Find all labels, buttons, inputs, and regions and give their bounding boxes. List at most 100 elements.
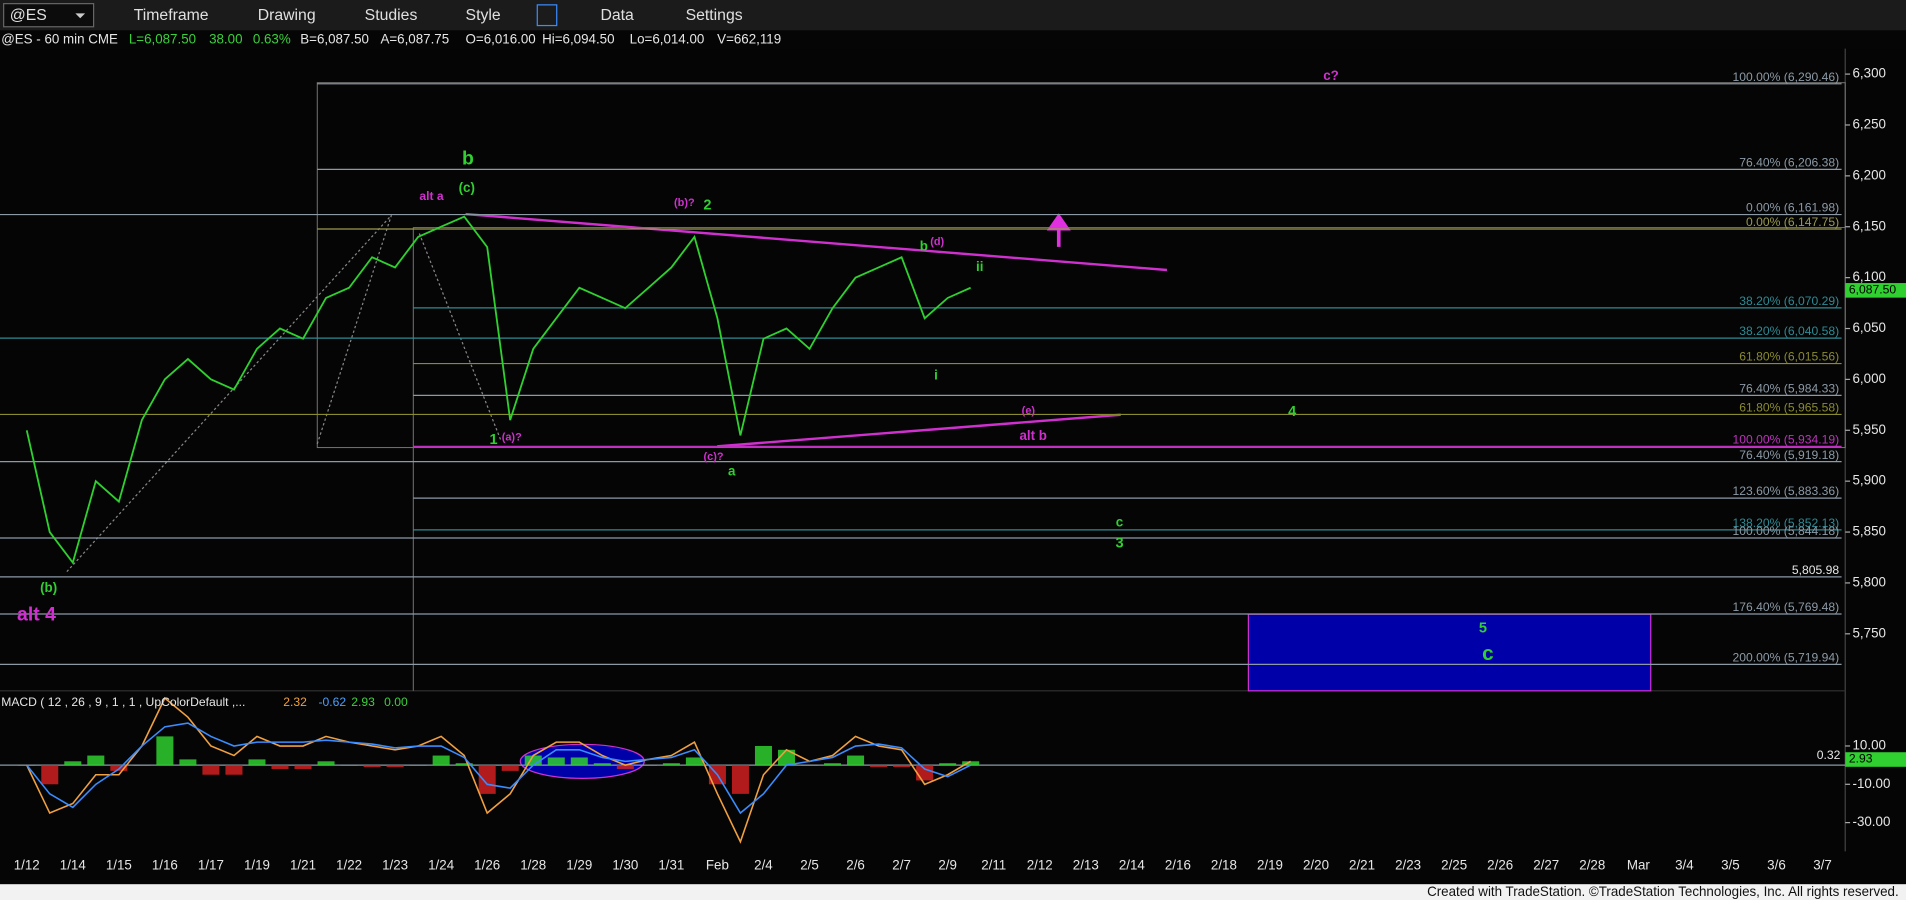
histogram-bar bbox=[639, 765, 657, 766]
wave-label: 4 bbox=[1288, 404, 1297, 420]
header-value: Hi=6,094.50 bbox=[542, 32, 614, 47]
symbol-input[interactable]: @ES bbox=[10, 7, 47, 24]
last-price-box bbox=[1845, 283, 1906, 298]
x-tick-label: 2/7 bbox=[892, 857, 911, 872]
toolbar-button[interactable]: Studies bbox=[365, 7, 418, 24]
x-tick-label: 1/21 bbox=[290, 857, 316, 872]
x-tick-label: 1/16 bbox=[152, 857, 178, 872]
wave-label: alt 4 bbox=[17, 604, 56, 626]
header-value: A=6,087.75 bbox=[380, 32, 449, 47]
histogram-bar bbox=[294, 765, 312, 769]
wave-label: 5 bbox=[1479, 621, 1487, 637]
x-tick-label: 2/27 bbox=[1533, 857, 1559, 872]
x-tick-label: 3/4 bbox=[1675, 857, 1694, 872]
x-tick-label: 2/20 bbox=[1303, 857, 1329, 872]
y-tick-label: 6,000 bbox=[1853, 371, 1886, 386]
x-tick-label: 1/28 bbox=[520, 857, 546, 872]
x-tick-label: 1/12 bbox=[14, 857, 40, 872]
histogram-bar bbox=[41, 765, 59, 785]
histogram-bar bbox=[847, 755, 865, 766]
histogram-bar bbox=[317, 761, 335, 766]
fib-label: 123.60% (5,883.36) bbox=[1733, 484, 1840, 498]
histogram-bar bbox=[570, 757, 588, 766]
histogram-bar bbox=[64, 761, 82, 766]
footer: Created with TradeStation. ©TradeStation… bbox=[1427, 884, 1899, 899]
x-tick-label: 1/22 bbox=[336, 857, 362, 872]
header-value: -0.62 bbox=[318, 695, 346, 709]
histogram-bar bbox=[893, 765, 911, 768]
x-tick-label: 2/23 bbox=[1395, 857, 1421, 872]
y-tick-label: 5,800 bbox=[1853, 574, 1886, 589]
histogram-bar bbox=[340, 765, 358, 766]
fib-label: 100.00% (5,934.19) bbox=[1733, 432, 1840, 446]
fib-frame bbox=[316, 82, 1846, 449]
x-tick-label: 2/26 bbox=[1487, 857, 1513, 872]
wave-label: b bbox=[920, 238, 928, 253]
histogram-bar bbox=[87, 755, 105, 766]
wave-label: (e) bbox=[1022, 405, 1036, 417]
histogram-bar bbox=[731, 765, 749, 794]
wave-label: 1 bbox=[489, 432, 497, 448]
histogram-bar bbox=[824, 763, 842, 766]
x-tick-label: 2/21 bbox=[1349, 857, 1375, 872]
y-tick-label: 6,300 bbox=[1853, 66, 1886, 81]
wave-label: a bbox=[728, 463, 736, 478]
x-tick-label: 1/31 bbox=[658, 857, 684, 872]
macd-title: MACD ( 12 , 26 , 9 , 1 , 1 , UpColorDefa… bbox=[1, 695, 245, 709]
header-value: L=6,087.50 bbox=[129, 32, 196, 47]
x-tick-label: 1/14 bbox=[60, 857, 87, 872]
x-tick-label: 2/12 bbox=[1027, 857, 1053, 872]
wave-label: (b) bbox=[40, 580, 57, 595]
wave-label: (a)? bbox=[502, 432, 522, 444]
fib-label: 38.20% (6,040.58) bbox=[1739, 324, 1839, 338]
x-tick-label: 1/15 bbox=[106, 857, 132, 872]
fib-label: 100.00% (5,844.18) bbox=[1733, 524, 1840, 538]
x-tick-label: 1/19 bbox=[244, 857, 270, 872]
toolbar bbox=[0, 0, 1906, 31]
toolbar-button[interactable]: Drawing bbox=[258, 7, 316, 24]
toolbar-button[interactable]: Timeframe bbox=[134, 7, 209, 24]
histogram-bar bbox=[432, 755, 450, 766]
y-tick-label: 6,150 bbox=[1853, 218, 1886, 233]
target-box bbox=[1247, 613, 1652, 692]
y-tick-label: 5,900 bbox=[1853, 473, 1886, 488]
header-value: B=6,087.50 bbox=[300, 32, 369, 47]
toolbar-button[interactable]: Style bbox=[466, 7, 501, 24]
y-tick-label: 10.00 bbox=[1853, 738, 1886, 753]
triangle-line bbox=[465, 212, 1168, 272]
wave-label: (c)? bbox=[704, 451, 724, 463]
histogram-bar bbox=[202, 765, 220, 775]
fib-label: 76.40% (5,984.33) bbox=[1739, 381, 1839, 395]
layout-button[interactable] bbox=[536, 4, 558, 27]
x-tick-label: 2/4 bbox=[754, 857, 773, 872]
histogram-bar bbox=[133, 765, 151, 766]
macd-line bbox=[26, 722, 971, 815]
symbol-box[interactable] bbox=[3, 3, 95, 28]
histogram-bar bbox=[271, 765, 289, 769]
toolbar-button[interactable]: Settings bbox=[686, 7, 743, 24]
fib-label: 76.40% (5,919.18) bbox=[1739, 448, 1839, 462]
histogram-bar bbox=[547, 757, 565, 766]
histogram-bar bbox=[685, 757, 703, 766]
histogram-bar bbox=[478, 765, 496, 794]
fib-label: 100.00% (6,290.46) bbox=[1733, 70, 1840, 84]
fib-label: 176.40% (5,769.48) bbox=[1733, 600, 1840, 614]
header-value: Lo=6,014.00 bbox=[630, 32, 705, 47]
wave-label: 2 bbox=[703, 197, 711, 213]
wave-label: b bbox=[462, 147, 474, 169]
fib-label: 5,805.98 bbox=[1792, 563, 1839, 577]
dashed-trend bbox=[316, 215, 392, 445]
y-tick-label: 5,850 bbox=[1853, 524, 1886, 539]
x-tick-label: 2/18 bbox=[1211, 857, 1237, 872]
y-tick-label: -30.00 bbox=[1853, 814, 1891, 829]
dashed-trend bbox=[418, 233, 502, 441]
header-value: 0.00 bbox=[384, 695, 408, 709]
last-price-label: 6,087.50 bbox=[1849, 283, 1896, 297]
y-tick-label: 6,200 bbox=[1853, 167, 1886, 182]
y-tick-label: -10.00 bbox=[1853, 776, 1891, 791]
fib-label: 61.80% (6,015.56) bbox=[1739, 350, 1839, 364]
histogram-bar bbox=[363, 765, 381, 768]
header-value: 2.93 bbox=[351, 695, 375, 709]
toolbar-button[interactable]: Data bbox=[600, 7, 634, 24]
